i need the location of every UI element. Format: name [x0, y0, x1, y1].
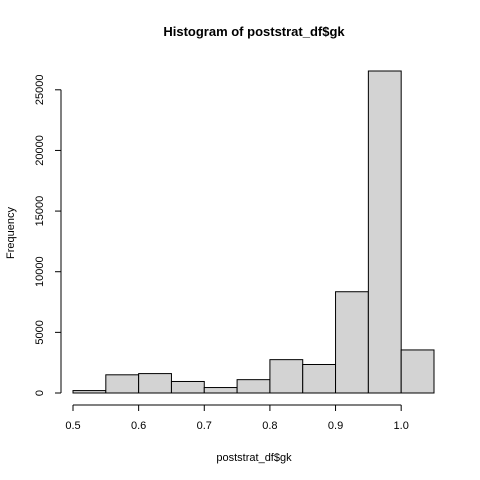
y-tick-label-1: 0	[34, 390, 46, 396]
histogram-bar-3	[138, 373, 172, 394]
x-tick-label-1: 0.5	[65, 420, 80, 432]
y-tick-label-2: 5000	[34, 320, 46, 344]
y-tick-label-3: 10000	[34, 256, 46, 287]
y-tick-label-4: 15000	[34, 196, 46, 227]
x-tick-label-2: 0.6	[131, 420, 146, 432]
chart-title: Histogram of poststrat_df$gk	[163, 24, 345, 39]
x-tick-label-3: 0.7	[197, 420, 212, 432]
x-axis: 0.5 0.6 0.7 0.8 0.9 1.0	[65, 404, 409, 432]
histogram-bar-7	[269, 359, 304, 394]
x-axis-label: poststrat_df$gk	[216, 452, 292, 464]
histogram-bar-1	[72, 390, 107, 394]
y-axis-label: Frequency	[5, 207, 17, 259]
histogram-bar-10	[367, 70, 402, 394]
histogram-bar-11	[400, 349, 435, 394]
histogram-bar-5	[203, 387, 238, 394]
histogram-bar-2	[105, 374, 140, 394]
y-tick-label-6: 25000	[34, 75, 46, 106]
histogram-bar-6	[236, 379, 271, 394]
x-tick-label-5: 0.9	[328, 420, 343, 432]
histogram-bar-8	[302, 363, 337, 394]
histogram-bar-9	[335, 291, 369, 394]
histogram-bar-4	[170, 380, 205, 394]
y-tick-label-5: 20000	[34, 135, 46, 166]
x-tick-label-4: 0.8	[262, 420, 277, 432]
x-tick-label-6: 1.0	[394, 420, 409, 432]
y-axis: 0 5000 10000 15000 20000 25000	[34, 75, 62, 396]
histogram-bars	[72, 70, 435, 394]
